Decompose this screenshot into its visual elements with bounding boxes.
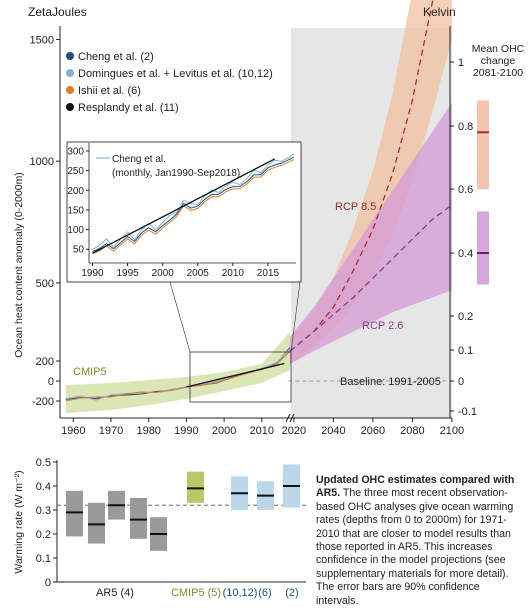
rcp85-label: RCP 8.5 [335, 201, 376, 213]
inset-legend-label: (monthly, Jan1990-Sep2018) [112, 168, 240, 179]
inset-x-tick-label: 2005 [187, 268, 210, 279]
bar-group-label: (10,12) [223, 587, 258, 599]
x-tick-label: 1980 [136, 425, 160, 437]
inset-x-tick-label: 2010 [222, 268, 245, 279]
band-rcp-8-5 [290, 0, 452, 364]
inset-series-line [92, 156, 295, 252]
bar-y-axis-title: Warming rate (W m⁻²) [13, 470, 25, 573]
inset-series-line-resplandy [92, 158, 276, 254]
legend-label: Cheng et al. (2) [78, 51, 154, 63]
x-tick-label: 2020 [282, 425, 306, 437]
bar-group-label: (6) [258, 587, 271, 599]
legend-marker [66, 86, 74, 94]
inset-legend-label: Cheng et al. [112, 154, 166, 165]
inset-y-tick-label: 50 [73, 245, 85, 256]
warming-rate-bar [187, 471, 204, 503]
x-tick-label: 1970 [99, 425, 123, 437]
legend-marker [66, 69, 74, 77]
x-tick-label: 1990 [174, 425, 198, 437]
bar-y-tick-label: 0 [45, 577, 51, 589]
band-cmip5 [65, 331, 290, 413]
y-tick-label: 1500 [30, 34, 54, 46]
figure-caption: Updated OHC estimates compared with AR5.… [316, 474, 522, 608]
legend-label: Domingues et al. + Levitus et al. (10,12… [78, 68, 273, 80]
inset-series-line [92, 159, 295, 255]
inset-x-tick-label: 2000 [152, 268, 175, 279]
kelvin-tick-label: 0 [458, 376, 464, 388]
x-tick-label: 2000 [212, 425, 236, 437]
rcp26-label: RCP 2.6 [362, 320, 403, 332]
legend-marker [66, 103, 74, 111]
kelvin-tick-label: 1 [458, 57, 464, 69]
bar-y-tick-label: 0.4 [36, 481, 51, 493]
warming-rate-bar [130, 498, 147, 539]
bar-group-label: AR5 (4) [96, 587, 134, 599]
x-tick-label: 2100 [440, 425, 464, 437]
inset-y-tick-label: 250 [67, 166, 84, 177]
kelvin-tick-label: 0.1 [458, 345, 473, 357]
y-axis-title: Ocean heat content anomaly (0-2000m) [13, 172, 25, 358]
bar-group-label: (2) [285, 587, 298, 599]
caption-body: The three most recent observation-based … [316, 487, 514, 607]
caption-title: Updated OHC estimates compared with AR5. [316, 474, 515, 500]
inset-y-tick-label: 300 [67, 146, 84, 157]
mean-ohc-title: 2081-2100 [473, 67, 523, 79]
mean-ohc-title: change [481, 55, 516, 67]
inset-y-tick-label: 100 [67, 225, 84, 236]
x-tick-label: 1960 [61, 425, 85, 437]
bar-y-tick-label: 0.2 [36, 529, 51, 541]
kelvin-tick-label: 0.8 [458, 121, 473, 133]
y-tick-label: 200 [36, 356, 54, 368]
series-line-resplandy-et-al-11 [186, 362, 285, 388]
mean-ohc-title: Mean OHC [472, 43, 525, 55]
cmip5-label: CMIP5 [73, 366, 107, 378]
bar-y-tick-label: 0.3 [36, 505, 51, 517]
bar-group-label: CMIP5 (5) [171, 587, 221, 599]
left-unit-label: ZetaJoules [28, 5, 87, 19]
legend-label: Resplandy et al. (11) [78, 102, 179, 114]
warming-rate-bar [66, 490, 83, 537]
series-line-rcp-2-6 [289, 204, 453, 352]
right-unit-label: Kelvin [423, 5, 456, 19]
x-tick-label: 2060 [361, 425, 385, 437]
legend-label: Ishii et al. (6) [78, 85, 141, 97]
kelvin-tick-label: 0.2 [458, 311, 473, 323]
zoom-connector [290, 281, 301, 353]
bar-y-tick-label: 0.1 [36, 553, 51, 565]
baseline-label: Baseline: 1991-2005 [340, 376, 441, 388]
x-tick-label: 2080 [400, 425, 424, 437]
series-line-ishii-et-al-6 [65, 350, 291, 402]
kelvin-tick-label: 0.6 [458, 184, 473, 196]
y-tick-label: 1000 [30, 156, 54, 168]
y-tick-label: 0 [48, 376, 54, 388]
inset-x-tick-label: 1995 [116, 268, 139, 279]
series-line-rcp-8-5 [289, 0, 434, 352]
zoom-box [189, 351, 292, 403]
x-tick-label: 2040 [321, 425, 345, 437]
inset-y-tick-label: 200 [67, 186, 84, 197]
inset-y-tick-label: 150 [67, 205, 84, 216]
y-tick-label: -200 [32, 396, 54, 408]
inset-x-tick-label: 2015 [257, 268, 280, 279]
mean-ohc-bar [477, 211, 489, 285]
mean-ohc-bar [477, 100, 489, 189]
x-tick-label: 2010 [250, 425, 274, 437]
warming-rate-bar [88, 502, 105, 544]
y-tick-label: 500 [36, 278, 54, 290]
axis-break-mark [285, 413, 295, 423]
inset-series-line [92, 153, 295, 251]
bar-y-tick-label: 0.5 [36, 457, 51, 469]
inset-x-tick-label: 1990 [81, 268, 104, 279]
legend-marker [66, 52, 74, 60]
kelvin-tick-label: 0.4 [458, 248, 473, 260]
kelvin-tick-label: -0.1 [458, 406, 477, 418]
zoom-connector [169, 281, 191, 353]
